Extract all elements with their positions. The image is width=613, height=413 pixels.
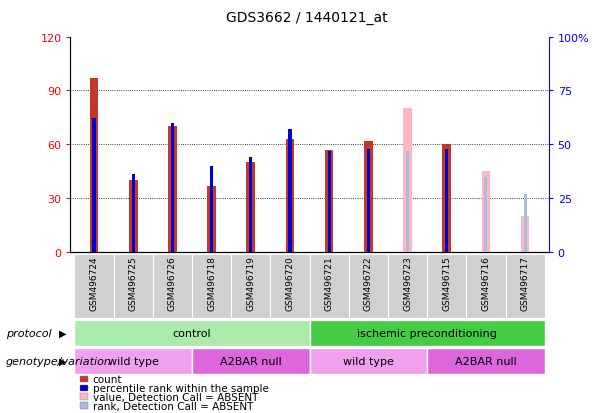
Bar bbox=[132, 175, 135, 252]
Text: GSM496718: GSM496718 bbox=[207, 256, 216, 311]
Text: A2BAR null: A2BAR null bbox=[455, 356, 517, 366]
Bar bbox=[325, 150, 333, 252]
Bar bbox=[427, 254, 466, 318]
Bar bbox=[171, 123, 174, 252]
Bar bbox=[93, 119, 96, 252]
Text: ▶: ▶ bbox=[59, 356, 66, 366]
Bar bbox=[310, 348, 427, 374]
Bar bbox=[445, 149, 448, 252]
Text: ▶: ▶ bbox=[59, 328, 66, 338]
Bar bbox=[524, 195, 527, 252]
Text: genotype/variation: genotype/variation bbox=[6, 356, 112, 366]
Text: GSM496716: GSM496716 bbox=[481, 256, 490, 311]
Bar bbox=[74, 254, 113, 318]
Text: GSM496722: GSM496722 bbox=[364, 256, 373, 310]
Text: GSM496715: GSM496715 bbox=[442, 256, 451, 311]
Text: ischemic preconditioning: ischemic preconditioning bbox=[357, 328, 497, 338]
Text: GDS3662 / 1440121_at: GDS3662 / 1440121_at bbox=[226, 11, 387, 25]
Bar bbox=[129, 181, 137, 252]
Text: protocol: protocol bbox=[6, 328, 51, 338]
Text: GSM496726: GSM496726 bbox=[168, 256, 177, 310]
Bar bbox=[427, 348, 545, 374]
Bar bbox=[466, 254, 506, 318]
Text: GSM496719: GSM496719 bbox=[246, 256, 255, 311]
Bar bbox=[89, 79, 98, 252]
Text: GSM496720: GSM496720 bbox=[286, 256, 294, 310]
Bar bbox=[192, 254, 231, 318]
Text: GSM496723: GSM496723 bbox=[403, 256, 412, 310]
Bar bbox=[74, 320, 310, 346]
Bar bbox=[443, 145, 451, 252]
Bar bbox=[286, 140, 294, 252]
Bar bbox=[270, 254, 310, 318]
Bar bbox=[310, 254, 349, 318]
Text: GSM496724: GSM496724 bbox=[89, 256, 99, 310]
Text: A2BAR null: A2BAR null bbox=[220, 356, 281, 366]
Bar bbox=[168, 127, 177, 252]
Text: control: control bbox=[173, 328, 211, 338]
Text: count: count bbox=[93, 374, 122, 384]
Text: GSM496721: GSM496721 bbox=[325, 256, 333, 310]
Text: wild type: wild type bbox=[108, 356, 159, 366]
Bar bbox=[310, 320, 545, 346]
Bar bbox=[192, 348, 310, 374]
Bar bbox=[406, 152, 409, 252]
Bar bbox=[521, 216, 530, 252]
Bar bbox=[349, 254, 388, 318]
Bar bbox=[388, 254, 427, 318]
Bar bbox=[367, 149, 370, 252]
Bar bbox=[506, 254, 545, 318]
Bar bbox=[231, 254, 270, 318]
Bar bbox=[207, 186, 216, 252]
Text: value, Detection Call = ABSENT: value, Detection Call = ABSENT bbox=[93, 392, 258, 402]
Bar bbox=[249, 158, 253, 252]
Bar bbox=[364, 141, 373, 252]
Text: wild type: wild type bbox=[343, 356, 394, 366]
Text: rank, Detection Call = ABSENT: rank, Detection Call = ABSENT bbox=[93, 401, 253, 411]
Bar bbox=[113, 254, 153, 318]
Bar bbox=[210, 166, 213, 252]
Bar bbox=[327, 152, 331, 252]
Text: percentile rank within the sample: percentile rank within the sample bbox=[93, 383, 268, 393]
Text: GSM496717: GSM496717 bbox=[520, 256, 530, 311]
Bar bbox=[246, 163, 255, 252]
Bar bbox=[482, 172, 490, 252]
Bar bbox=[484, 177, 487, 252]
Bar bbox=[74, 348, 192, 374]
Bar bbox=[403, 109, 412, 252]
Bar bbox=[153, 254, 192, 318]
Text: GSM496725: GSM496725 bbox=[129, 256, 138, 310]
Bar bbox=[288, 130, 292, 252]
